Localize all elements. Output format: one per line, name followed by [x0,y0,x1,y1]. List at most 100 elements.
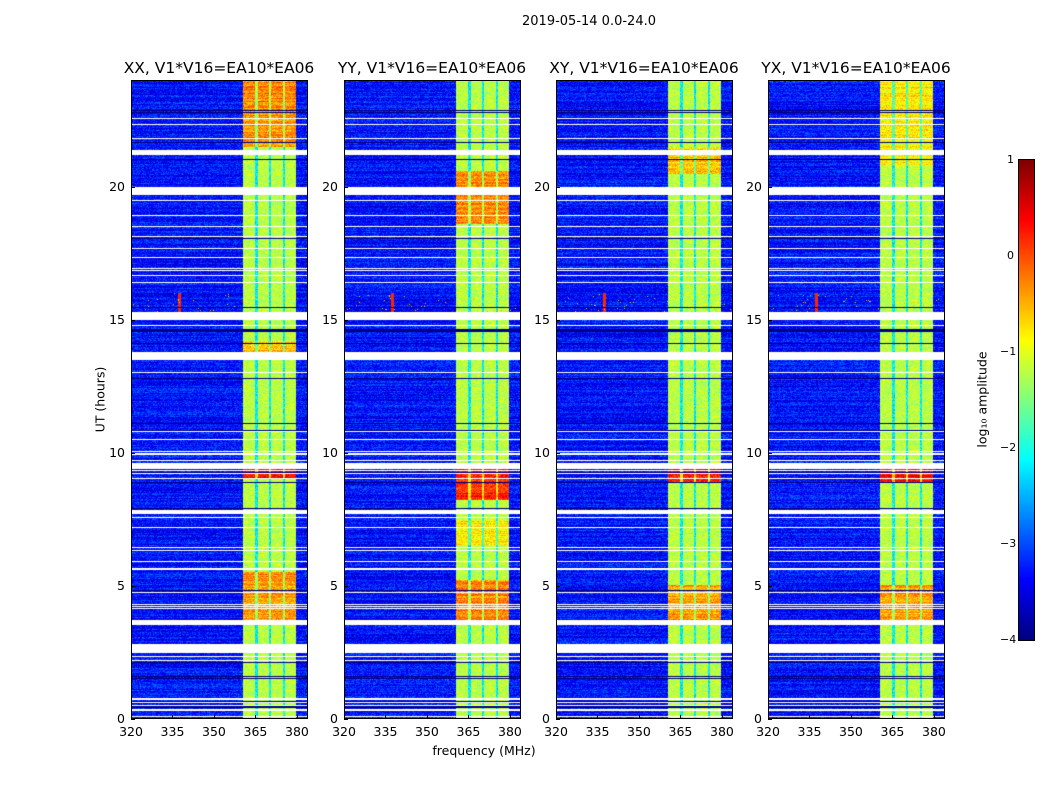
y-tick-label: 5 [754,577,762,593]
x-tick-mark [556,715,557,719]
x-tick-mark [213,715,215,719]
x-tick-mark [172,715,174,719]
y-tick-mark [131,719,135,720]
panel-title: YY, V1*V16=EA10*EA06 [337,59,527,77]
panel-title: XX, V1*V16=EA10*EA06 [123,59,315,77]
x-tick-mark [426,715,428,719]
y-tick-label: 15 [109,311,125,327]
y-tick-mark [556,719,560,720]
x-tick-mark [131,715,132,719]
waterfall-panel [768,80,945,719]
waterfall-panel [131,80,308,719]
x-tick-label: 365 [243,724,268,739]
colorbar [1018,159,1035,641]
y-tick-label: 10 [322,444,338,460]
x-tick-label: 320 [756,724,780,739]
x-tick-label: 350 [627,724,651,739]
colorbar-tick-label: −3 [1000,537,1017,550]
x-tick-mark [892,715,894,719]
y-tick-label: 5 [542,577,550,593]
waterfall-panel [556,80,733,719]
y-tick-label: 10 [746,444,762,460]
y-axis-label: UT (hours) [92,366,108,433]
colorbar-tick-label: −2 [1000,441,1017,454]
x-axis-label: frequency (MHz) [432,743,536,758]
panel-title: YX, V1*V16=EA10*EA06 [761,59,951,77]
y-tick-label: 20 [534,178,550,194]
x-tick-label: 365 [880,724,905,739]
panel-title: XY, V1*V16=EA10*EA06 [549,59,739,77]
x-tick-mark [385,715,387,719]
x-tick-mark [721,715,723,719]
x-tick-label: 380 [498,724,522,739]
y-tick-mark [344,719,348,720]
colorbar-tick-label: 1 [1007,153,1014,166]
y-tick-label: 10 [534,444,550,460]
y-tick-label: 20 [109,178,125,194]
x-tick-label: 365 [456,724,481,739]
x-tick-label: 320 [544,724,568,739]
x-tick-label: 365 [668,724,693,739]
y-tick-label: 0 [542,711,550,726]
y-tick-mark [131,319,135,321]
colorbar-tick-label: 0 [1007,249,1014,262]
y-tick-label: 15 [534,311,550,327]
x-tick-label: 320 [119,724,143,739]
x-tick-mark [344,715,345,719]
x-tick-label: 350 [202,724,226,739]
y-tick-mark [768,319,772,321]
x-tick-label: 335 [797,724,822,739]
x-tick-mark [809,715,811,719]
waterfall-heatmap [769,81,944,718]
x-tick-mark [597,715,599,719]
y-tick-mark [131,186,135,188]
x-tick-mark [468,715,470,719]
colorbar-tick-label: −4 [1000,633,1017,646]
y-tick-mark [344,452,348,454]
y-tick-mark [768,585,772,587]
x-tick-mark [933,715,935,719]
x-tick-label: 350 [839,724,863,739]
y-tick-label: 15 [322,311,338,327]
x-tick-mark [255,715,257,719]
y-tick-label: 0 [117,711,125,726]
x-tick-mark [509,715,511,719]
colorbar-tick-label: −1 [1000,345,1017,358]
x-tick-label: 380 [285,724,309,739]
x-tick-label: 320 [332,724,356,739]
x-tick-mark [680,715,682,719]
waterfall-heatmap [132,81,307,718]
y-tick-label: 15 [746,311,762,327]
y-tick-label: 20 [322,178,338,194]
x-tick-label: 335 [160,724,185,739]
y-tick-mark [556,186,560,188]
x-tick-mark [768,715,769,719]
x-tick-label: 335 [585,724,610,739]
y-tick-label: 0 [330,711,338,726]
x-tick-label: 350 [415,724,439,739]
y-tick-mark [556,452,560,454]
y-tick-mark [344,585,348,587]
x-tick-label: 335 [373,724,398,739]
figure-title: 2019-05-14 0.0-24.0 [522,14,656,29]
y-tick-mark [768,719,772,720]
colorbar-label: log₁₀ amplitude [974,351,990,448]
y-tick-mark [344,186,348,188]
y-tick-mark [768,452,772,454]
x-tick-label: 380 [922,724,946,739]
x-tick-mark [296,715,298,719]
waterfall-heatmap [557,81,732,718]
y-tick-label: 0 [754,711,762,726]
y-tick-mark [131,452,135,454]
y-tick-mark [556,319,560,321]
y-tick-label: 5 [330,577,338,593]
x-tick-label: 380 [710,724,734,739]
waterfall-panel [344,80,521,719]
y-tick-label: 20 [746,178,762,194]
y-tick-mark [556,585,560,587]
x-tick-mark [850,715,852,719]
y-tick-mark [344,319,348,321]
waterfall-heatmap [345,81,520,718]
y-tick-mark [768,186,772,188]
